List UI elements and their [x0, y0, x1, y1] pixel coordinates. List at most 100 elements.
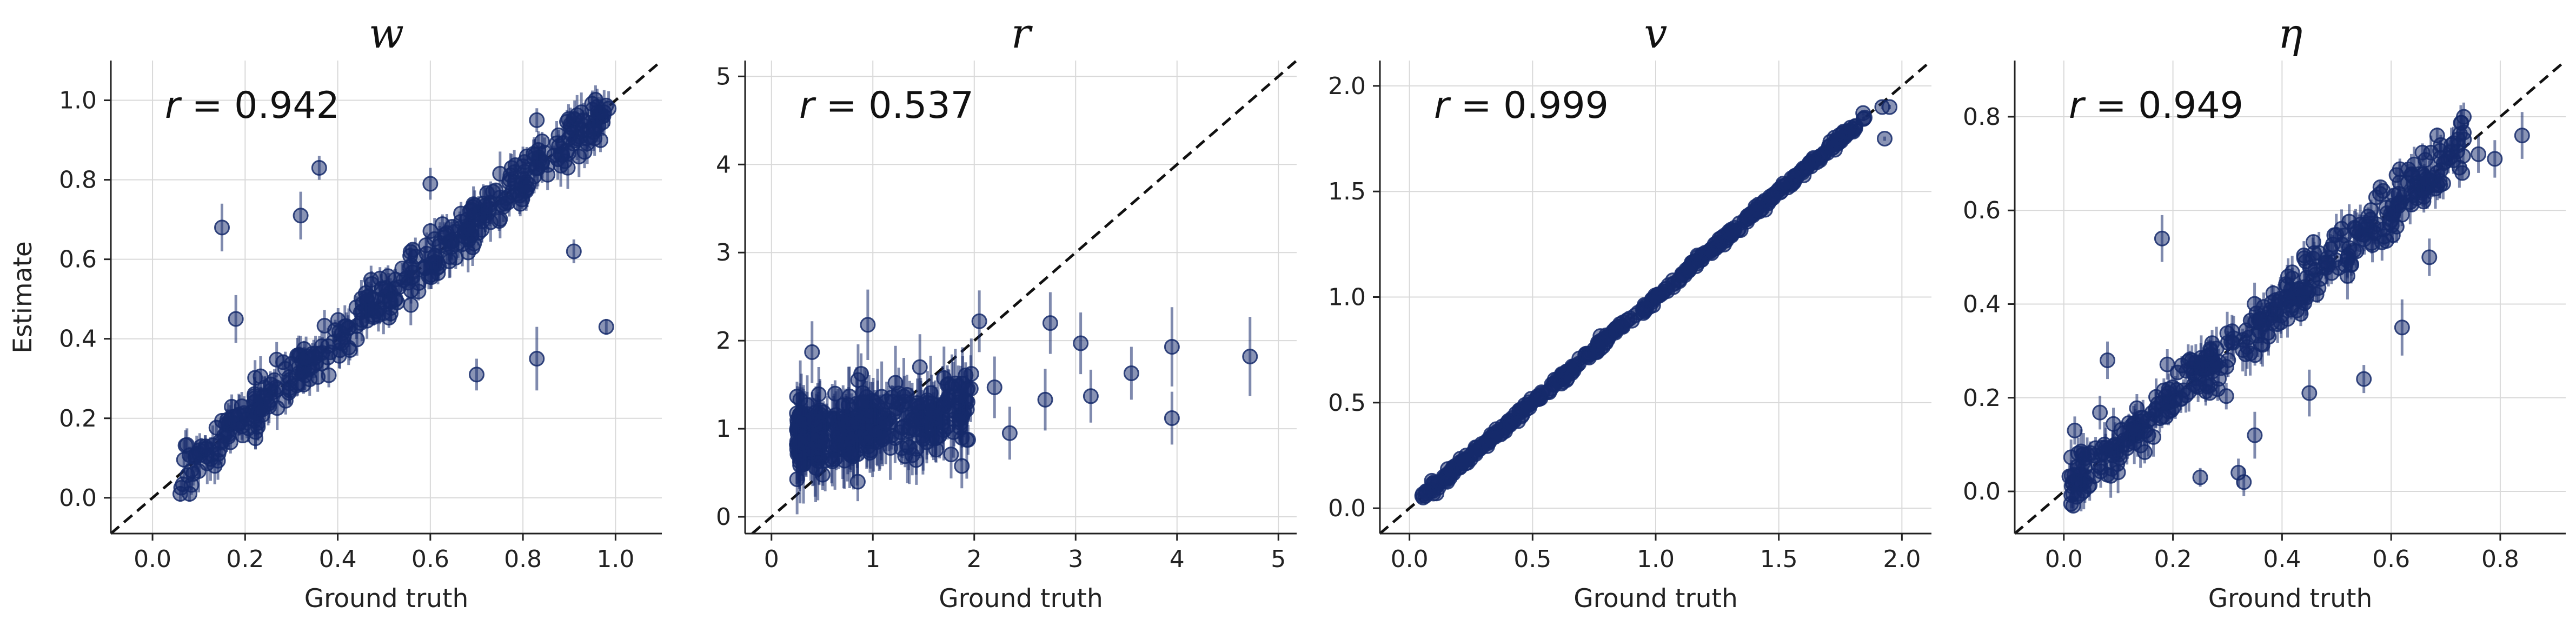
- data-point: [1037, 391, 1053, 408]
- data-point: [1787, 168, 1803, 184]
- data-point: [1531, 391, 1547, 407]
- data-point: [422, 223, 439, 239]
- data-point: [485, 184, 501, 200]
- data-point: [2375, 221, 2392, 237]
- data-point: [584, 96, 600, 112]
- y-tick-label: 0.4: [1963, 290, 2001, 318]
- x-tick-label: 0: [764, 545, 779, 573]
- data-point: [1638, 298, 1654, 315]
- x-tick-label: 0.2: [2154, 545, 2192, 573]
- data-point: [516, 154, 533, 170]
- y-axis-label: Estimate: [8, 241, 38, 354]
- x-tick-label: 2: [967, 545, 982, 573]
- data-point: [443, 239, 460, 255]
- data-point: [2386, 188, 2402, 204]
- data-point: [404, 242, 421, 258]
- data-point: [380, 268, 396, 284]
- x-tick-label: 1.5: [1760, 545, 1798, 573]
- data-point: [943, 447, 959, 463]
- data-point: [2119, 440, 2135, 456]
- correlation-symbol: r: [799, 84, 816, 127]
- x-tick-label: 5: [1271, 545, 1286, 573]
- y-tick-label: 0.2: [59, 405, 97, 432]
- data-point: [2301, 385, 2318, 401]
- data-point: [2296, 295, 2313, 311]
- data-point: [2403, 185, 2419, 201]
- data-point: [2098, 439, 2114, 456]
- data-point: [291, 365, 307, 381]
- data-point: [2264, 315, 2280, 331]
- data-point: [1429, 475, 1445, 491]
- y-tick-label: 0.2: [1963, 384, 2001, 412]
- data-point: [2194, 357, 2210, 374]
- x-tick-label: 0.0: [1391, 545, 1429, 573]
- data-point: [422, 176, 439, 192]
- x-tick-label: 1.0: [596, 545, 634, 573]
- data-point: [2156, 382, 2172, 398]
- data-point: [1764, 188, 1780, 204]
- data-point: [423, 269, 439, 285]
- data-point: [860, 317, 876, 333]
- data-point: [253, 401, 269, 417]
- data-point: [500, 195, 516, 211]
- x-tick-label: 0.0: [2045, 545, 2083, 573]
- data-point: [1831, 127, 1848, 143]
- y-tick-label: 0: [716, 503, 731, 531]
- x-tick-label: 0.0: [134, 545, 171, 573]
- data-point: [529, 160, 545, 176]
- data-point: [1581, 349, 1597, 365]
- y-tick-label: 0.4: [59, 325, 97, 353]
- data-points: [2061, 102, 2530, 514]
- data-point: [791, 435, 807, 451]
- data-point: [855, 394, 872, 410]
- data-point: [885, 394, 901, 410]
- correlation-label: r = 0.949: [2069, 84, 2243, 127]
- data-point: [2394, 319, 2410, 336]
- data-point: [1724, 227, 1740, 243]
- correlation-value: = 0.537: [814, 84, 974, 127]
- data-point: [2070, 445, 2086, 462]
- panel-title: η: [2278, 9, 2303, 57]
- data-point: [817, 433, 833, 449]
- data-point: [566, 243, 582, 259]
- data-point: [959, 432, 975, 448]
- data-point: [1001, 425, 1018, 441]
- data-point: [2450, 131, 2466, 148]
- x-axis-label: Ground truth: [1574, 584, 1738, 614]
- data-point: [2159, 356, 2175, 372]
- data-point: [2311, 280, 2327, 296]
- data-point: [1775, 176, 1791, 192]
- data-point: [925, 407, 941, 423]
- data-point: [460, 221, 476, 237]
- data-point: [2421, 249, 2438, 265]
- data-point: [2247, 347, 2263, 363]
- data-point: [1651, 287, 1668, 303]
- data-point: [2247, 296, 2263, 312]
- data-point: [228, 311, 244, 327]
- panel-1: 0.0 0.2 0.4 0.6 0.8 1.0 0.0 0.2 0.4 0.6 0.8 1.0 w r =…: [59, 9, 663, 614]
- y-tick-label: 0.0: [1963, 478, 2001, 505]
- correlation-symbol: r: [1434, 84, 1451, 127]
- data-point: [444, 218, 460, 235]
- data-point: [1164, 339, 1180, 355]
- data-point: [2356, 371, 2372, 387]
- y-tick-label: 1.0: [59, 87, 97, 115]
- data-point: [1876, 131, 1893, 147]
- y-tick-label: 5: [716, 63, 731, 90]
- data-point: [1440, 461, 1456, 477]
- data-point: [468, 367, 484, 383]
- data-point: [1619, 312, 1636, 329]
- data-point: [2202, 385, 2218, 401]
- x-tick-label: 0.5: [1513, 545, 1551, 573]
- y-tick-label: 0.0: [59, 484, 97, 512]
- data-point: [2100, 352, 2116, 368]
- data-point: [2339, 268, 2355, 284]
- data-point: [601, 101, 617, 117]
- x-tick-label: 0.4: [319, 545, 357, 573]
- data-point: [1541, 383, 1557, 399]
- data-point: [1123, 365, 1139, 381]
- data-point: [1665, 279, 1682, 295]
- x-tick-label: 0.8: [504, 545, 542, 573]
